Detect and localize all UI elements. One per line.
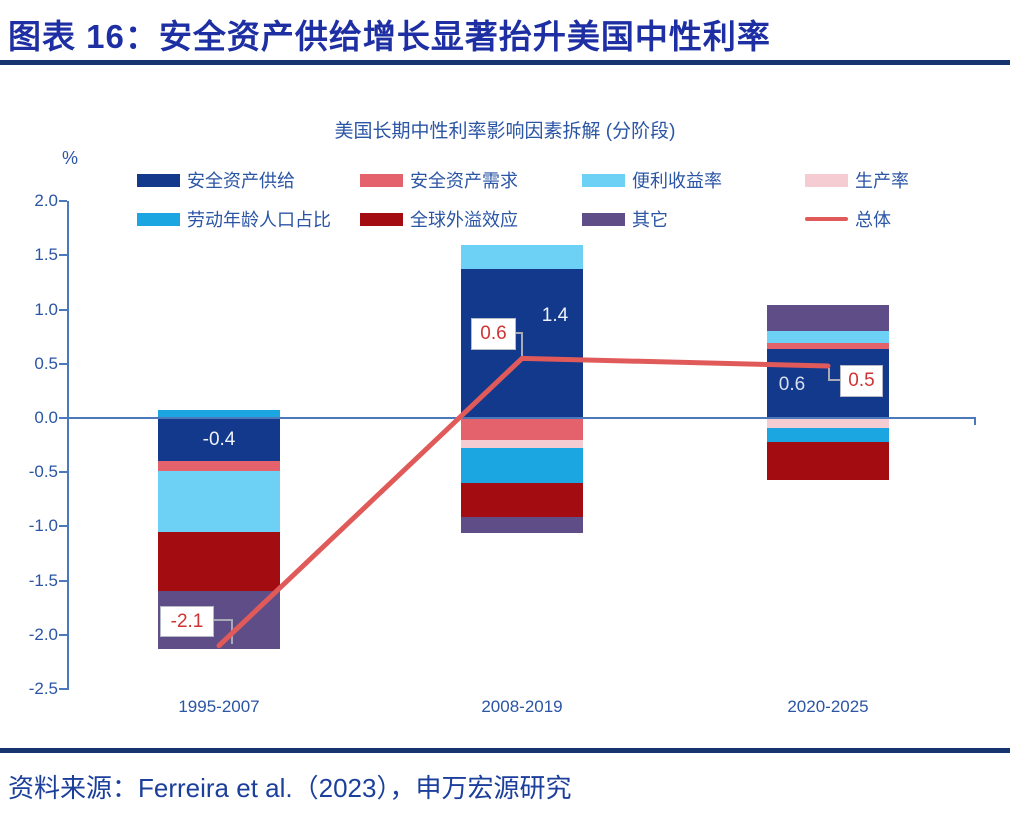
y-axis-tick [59, 471, 67, 474]
segment-convenience-yield [767, 331, 889, 344]
line-value-callout: -2.1 [160, 606, 214, 637]
segment-working-age-population-share [767, 427, 889, 442]
y-axis-tick [59, 254, 67, 257]
y-axis-tick [59, 633, 67, 636]
y-axis-tick-label: -0.5 [28, 462, 58, 482]
line-value-callout: 0.5 [840, 365, 883, 397]
legend-item-other: 其它 [582, 209, 668, 230]
y-axis-tick [59, 579, 67, 582]
x-category-label: 2020-2025 [787, 697, 869, 716]
legend-swatch-global-spillover [360, 212, 403, 226]
x-category-label: 2008-2019 [481, 697, 563, 716]
segment-productivity [767, 418, 889, 428]
legend-label-total: 总体 [855, 210, 891, 230]
y-axis-tick [59, 308, 67, 311]
y-axis-tick [59, 417, 67, 419]
segment-working-age-population-share [461, 448, 583, 484]
legend-swatch-safe-asset-supply [137, 173, 180, 187]
legend-item-convenience-yield: 便利收益率 [582, 170, 722, 191]
segment-global-spillover [461, 483, 583, 517]
chart-title: 美国长期中性利率影响因素拆解 (分阶段) [334, 121, 676, 142]
segment-global-spillover [767, 441, 889, 480]
legend-item-working-age-population-share: 劳动年龄人口占比 [137, 209, 331, 230]
legend-line-swatch-total [805, 217, 848, 221]
legend-item-total: 总体 [805, 209, 891, 230]
y-axis-tick-label: -1.0 [28, 516, 58, 536]
y-axis-tick [59, 688, 67, 690]
legend-swatch-working-age-population-share [137, 212, 180, 226]
legend-swatch-safe-asset-demand [360, 173, 403, 187]
y-axis-tick-label: 1.5 [34, 245, 58, 265]
x-category-label: 1995-2007 [178, 697, 260, 716]
y-axis-tick [59, 525, 67, 528]
bar-value-label: 0.6 [778, 374, 806, 396]
y-axis-line [67, 201, 69, 690]
segment-other [767, 305, 889, 332]
legend-item-safe-asset-supply: 安全资产供给 [137, 170, 295, 191]
bar-value-label: 1.4 [541, 305, 569, 327]
y-axis-unit-label: % [62, 148, 79, 168]
legend-label-convenience-yield: 便利收益率 [632, 171, 722, 191]
segment-productivity [461, 439, 583, 449]
segment-convenience-yield [461, 244, 583, 270]
legend-label-working-age-population-share: 劳动年龄人口占比 [187, 210, 331, 230]
figure-title: 图表 16：安全资产供给增长显著抬升美国中性利率 [8, 18, 771, 55]
zero-baseline [68, 417, 976, 419]
y-axis-tick-label: -2.0 [28, 624, 58, 644]
legend-item-global-spillover: 全球外溢效应 [360, 209, 518, 230]
legend-label-global-spillover: 全球外溢效应 [410, 210, 518, 230]
y-axis-tick-label: 1.0 [34, 299, 58, 319]
source-note: 资料来源：Ferreira et al.（2023），申万宏源研究 [8, 773, 572, 803]
segment-safe-asset-demand [461, 418, 583, 440]
y-axis-tick-label: 0.0 [34, 408, 58, 427]
legend-item-productivity: 生产率 [805, 170, 909, 191]
y-axis-tick-label: 0.5 [34, 353, 58, 373]
legend-swatch-productivity [805, 173, 848, 187]
bar-value-label: -0.4 [202, 428, 236, 450]
bottom-rule [0, 748, 1010, 753]
y-axis-tick-label: 2.0 [34, 191, 58, 211]
legend-label-safe-asset-demand: 安全资产需求 [410, 171, 518, 191]
legend-item-safe-asset-demand: 安全资产需求 [360, 170, 518, 191]
legend-swatch-convenience-yield [582, 173, 625, 187]
segment-safe-asset-demand [767, 343, 889, 349]
segment-global-spillover [158, 531, 280, 592]
title-underline [0, 60, 1010, 65]
y-axis-tick-label: -2.5 [28, 679, 58, 698]
line-value-callout: 0.6 [471, 318, 516, 350]
zero-baseline-end-tick [974, 417, 976, 425]
legend-label-productivity: 生产率 [855, 171, 909, 191]
legend-label-safe-asset-supply: 安全资产供给 [187, 171, 295, 191]
legend-swatch-other [582, 212, 625, 226]
y-axis-tick-label: -1.5 [28, 570, 58, 590]
y-axis-tick [59, 362, 67, 365]
segment-convenience-yield [158, 471, 280, 532]
legend-label-other: 其它 [632, 210, 668, 230]
segment-other [461, 516, 583, 533]
segment-safe-asset-demand [158, 461, 280, 472]
y-axis-tick [59, 200, 67, 203]
